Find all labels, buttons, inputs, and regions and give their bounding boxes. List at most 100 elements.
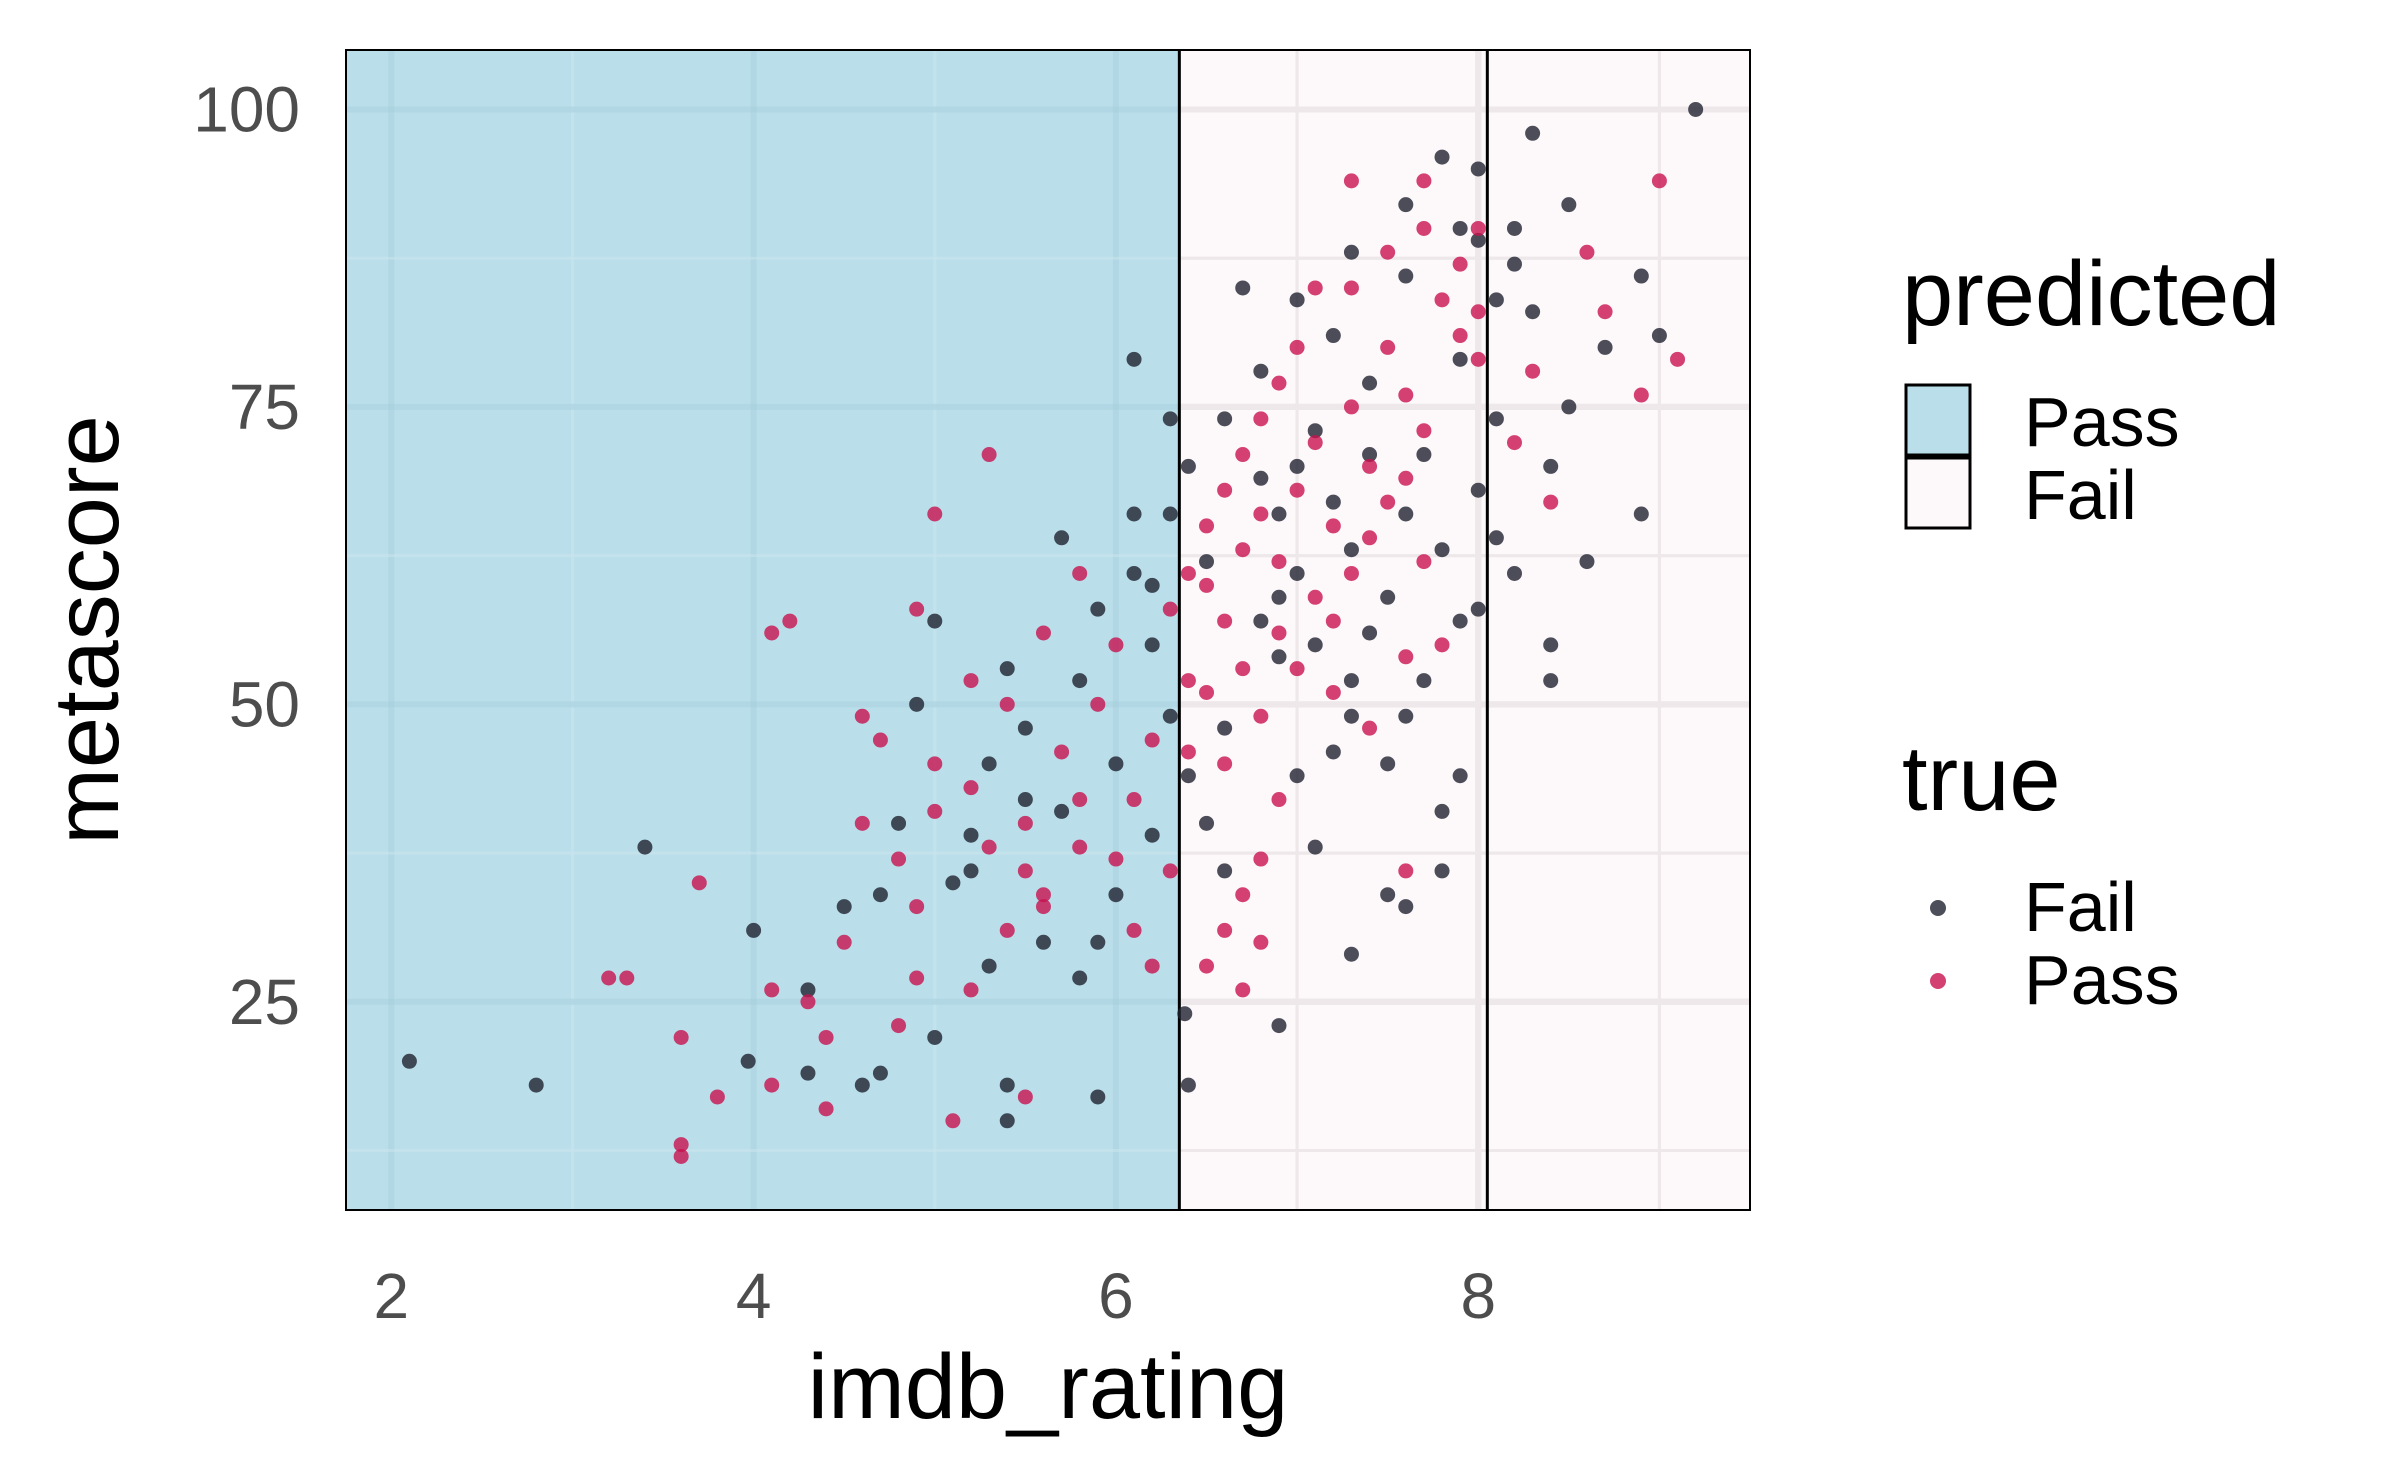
x-tick-label: 4	[736, 1260, 772, 1332]
point-pass	[1235, 661, 1251, 677]
point-fail	[1072, 970, 1088, 986]
point-pass	[1343, 565, 1359, 581]
point-fail	[927, 613, 943, 629]
point-pass	[1398, 649, 1414, 665]
point-fail	[740, 1053, 756, 1069]
point-fail	[1253, 363, 1269, 379]
legend-true-marker-fail	[1930, 900, 1946, 916]
point-pass	[1525, 363, 1541, 379]
point-fail	[909, 696, 925, 712]
point-pass	[854, 815, 870, 831]
point-pass	[1199, 684, 1215, 700]
point-fail	[1126, 565, 1142, 581]
point-fail	[1217, 720, 1233, 736]
point-pass	[1090, 696, 1106, 712]
point-pass	[673, 1148, 689, 1164]
point-fail	[1416, 673, 1432, 689]
point-pass	[1180, 565, 1196, 581]
y-tick-label: 50	[229, 668, 300, 740]
point-fail	[1271, 1018, 1287, 1034]
legend-predicted-label-fail: Fail	[2024, 456, 2137, 534]
point-pass	[891, 1018, 907, 1034]
point-fail	[1325, 494, 1341, 510]
point-fail	[1162, 411, 1178, 427]
grid-lines	[346, 50, 1750, 1210]
point-pass	[691, 875, 707, 891]
point-fail	[1271, 506, 1287, 522]
point-pass	[1217, 613, 1233, 629]
point-fail	[1362, 625, 1378, 641]
point-fail	[945, 875, 961, 891]
point-pass	[1398, 387, 1414, 403]
point-pass	[673, 1029, 689, 1045]
point-pass	[1017, 863, 1033, 879]
point-pass	[1235, 982, 1251, 998]
point-pass	[764, 625, 780, 641]
point-pass	[909, 899, 925, 915]
point-fail	[1452, 613, 1468, 629]
point-fail	[1434, 149, 1450, 165]
point-fail	[1090, 601, 1106, 617]
point-fail	[800, 982, 816, 998]
point-pass	[1035, 899, 1051, 915]
point-fail	[1017, 792, 1033, 808]
point-fail	[1506, 220, 1522, 236]
point-fail	[999, 661, 1015, 677]
point-fail	[401, 1053, 417, 1069]
point-fail	[1307, 637, 1323, 653]
point-fail	[854, 1077, 870, 1093]
point-pass	[1108, 637, 1124, 653]
point-pass	[872, 732, 888, 748]
point-fail	[746, 922, 762, 938]
point-fail	[1162, 708, 1178, 724]
point-pass	[1325, 518, 1341, 534]
point-fail	[1108, 887, 1124, 903]
point-fail	[1506, 565, 1522, 581]
point-pass	[1199, 577, 1215, 593]
point-fail	[891, 815, 907, 831]
point-pass	[673, 1137, 689, 1153]
point-pass	[1108, 851, 1124, 867]
point-pass	[1271, 375, 1287, 391]
point-pass	[1180, 744, 1196, 760]
point-pass	[1670, 351, 1686, 367]
point-fail	[1253, 470, 1269, 486]
point-fail	[1144, 577, 1160, 593]
y-axis-title: metascore	[36, 415, 138, 845]
point-fail	[1253, 613, 1269, 629]
x-tick-label: 6	[1098, 1260, 1134, 1332]
point-fail	[1543, 637, 1559, 653]
point-fail	[1108, 756, 1124, 772]
point-pass	[963, 780, 979, 796]
point-pass	[1235, 542, 1251, 558]
legend-predicted-swatch-pass	[1904, 383, 1972, 457]
point-pass	[1452, 256, 1468, 272]
point-pass	[1325, 684, 1341, 700]
point-fail	[1054, 530, 1070, 546]
point-fail	[1488, 292, 1504, 308]
point-fail	[1488, 530, 1504, 546]
point-fail	[1470, 482, 1486, 498]
point-pass	[818, 1029, 834, 1045]
point-fail	[1380, 887, 1396, 903]
point-fail	[1126, 506, 1142, 522]
point-pass	[836, 934, 852, 950]
point-pass	[1162, 601, 1178, 617]
point-pass	[909, 970, 925, 986]
point-pass	[1035, 887, 1051, 903]
point-fail	[1180, 1077, 1196, 1093]
point-pass	[909, 601, 925, 617]
point-fail	[1543, 673, 1559, 689]
point-fail	[1579, 554, 1595, 570]
y-tick-label: 100	[193, 73, 300, 145]
point-pass	[891, 851, 907, 867]
point-pass	[1325, 613, 1341, 629]
point-pass	[818, 1101, 834, 1117]
legend-true-title: true	[1902, 728, 2061, 830]
point-pass	[1072, 565, 1088, 581]
point-pass	[1199, 958, 1215, 974]
point-pass	[800, 994, 816, 1010]
point-pass	[1380, 244, 1396, 260]
point-pass	[963, 982, 979, 998]
